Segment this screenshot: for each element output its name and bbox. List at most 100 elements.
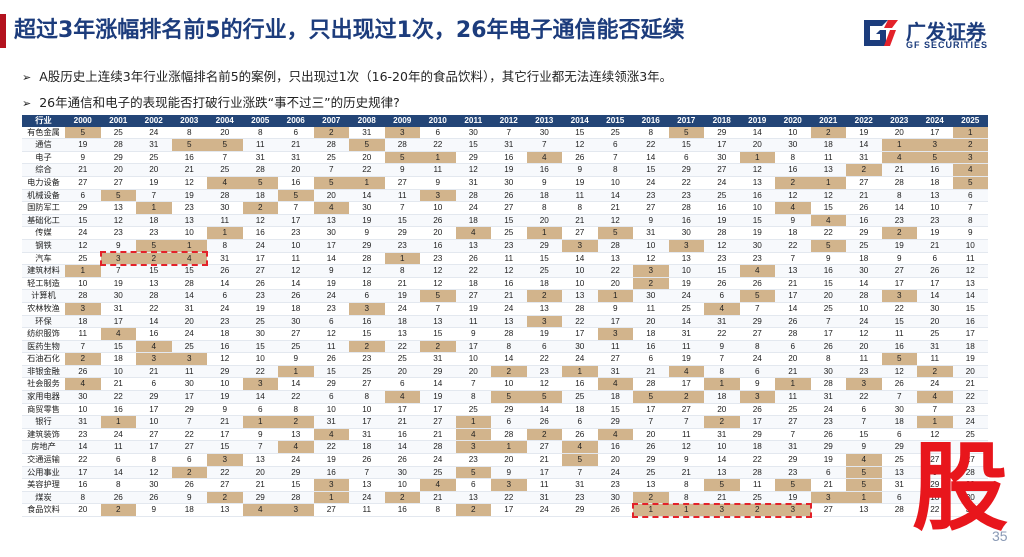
rank-cell: 23 — [526, 365, 562, 379]
rank-cell: 11 — [242, 138, 278, 152]
rank-cell: 23 — [633, 189, 669, 203]
rank-cell: 14 — [597, 189, 633, 203]
rank-cell: 20 — [171, 315, 207, 329]
rank-cell: 29 — [810, 440, 846, 455]
rank-cell: 12 — [597, 214, 633, 228]
rank-cell: 12 — [420, 277, 456, 291]
rank-cell: 3 — [810, 491, 846, 505]
rank-cell: 19 — [562, 176, 598, 190]
rank-cell: 8 — [65, 491, 101, 505]
rank-cell: 2 — [881, 226, 917, 240]
rank-cell: 4 — [562, 440, 598, 455]
rank-cell: 7 — [704, 352, 740, 366]
table-row: 社会服务 4 21 6 30 10 3 14 29 27 6 14 7 10 12 16 4 28 17 1 9 1 28 3… — [22, 377, 988, 392]
rank-cell: 7 — [810, 315, 846, 329]
rank-cell: 28 — [491, 327, 527, 341]
rank-cell: 30 — [952, 491, 988, 505]
table-row: 食品饮料 20 2 9 18 13 4 3 27 11 16 8 2 17 24 29 26 1 1 3 2 3 27 13 2… — [22, 503, 988, 517]
rank-cell: 21 — [491, 289, 527, 303]
rank-cell: 26 — [171, 478, 207, 492]
rank-cell: 3 — [313, 478, 349, 492]
rank-cell: 11 — [100, 440, 136, 455]
rank-cell: 24 — [739, 352, 775, 366]
rank-cell: 9 — [739, 377, 775, 392]
rank-cell: 26 — [562, 428, 598, 442]
rank-cell: 3 — [917, 138, 953, 152]
rank-cell: 1 — [704, 377, 740, 392]
rank-cell: 15 — [100, 340, 136, 354]
rank-cell: 4 — [846, 453, 882, 467]
industry-name-cell: 国防军工 — [22, 201, 65, 215]
rank-cell: 31 — [420, 352, 456, 366]
rank-cell: 27 — [668, 403, 704, 417]
rank-cell: 16 — [739, 189, 775, 203]
rank-cell: 26 — [704, 277, 740, 291]
industry-name-cell: 社会服务 — [22, 377, 65, 392]
rank-cell: 17 — [739, 415, 775, 429]
header-year: 2012 — [491, 115, 527, 127]
rank-cell: 3 — [952, 151, 988, 165]
rank-cell: 10 — [668, 264, 704, 278]
rank-cell: 5 — [313, 176, 349, 190]
rank-cell: 31 — [278, 151, 314, 165]
rank-cell: 11 — [952, 252, 988, 266]
rank-cell: 24 — [846, 315, 882, 329]
rank-cell: 27 — [171, 440, 207, 455]
rank-cell: 29 — [313, 377, 349, 392]
rank-cell: 25 — [597, 126, 633, 140]
rank-cell: 13 — [171, 214, 207, 228]
industry-name-cell: 建筑材料 — [22, 264, 65, 278]
rank-cell: 14 — [242, 390, 278, 404]
rank-cell: 22 — [65, 453, 101, 467]
rank-cell: 31 — [704, 428, 740, 442]
rank-cell: 13 — [136, 277, 172, 291]
rank-cell: 20 — [633, 428, 669, 442]
rank-cell: 21 — [384, 277, 420, 291]
rank-cell: 8 — [420, 503, 456, 517]
rank-cell: 15 — [455, 138, 491, 152]
rank-cell: 10 — [952, 239, 988, 253]
rank-cell: 5 — [562, 453, 598, 467]
rank-cell: 23 — [384, 239, 420, 253]
rank-cell: 17 — [384, 403, 420, 417]
rank-cell: 12 — [65, 239, 101, 253]
rank-cell: 17 — [136, 403, 172, 417]
rank-cell: 3 — [491, 478, 527, 492]
header-year: 2013 — [526, 115, 562, 127]
rank-cell: 26 — [917, 264, 953, 278]
header-year: 2006 — [278, 115, 314, 127]
rank-cell: 2 — [775, 176, 811, 190]
rank-cell: 26 — [278, 289, 314, 303]
rank-cell: 22 — [775, 239, 811, 253]
rank-cell: 19 — [242, 302, 278, 316]
rank-cell: 24 — [562, 352, 598, 366]
rank-cell: 6 — [242, 403, 278, 417]
rank-cell: 10 — [562, 264, 598, 278]
gf-logo-icon — [864, 20, 898, 46]
rank-cell: 4 — [65, 377, 101, 392]
rank-cell: 30 — [562, 340, 598, 354]
rank-cell: 12 — [349, 264, 385, 278]
rank-cell: 22 — [952, 390, 988, 404]
table-row: 环保 18 17 14 20 23 25 30 6 16 18 13 11 13 3 22 17 20 14 31 29… — [22, 315, 988, 329]
rank-cell: 17 — [633, 403, 669, 417]
rank-cell: 10 — [65, 403, 101, 417]
industry-ranking-table: 行业 2000 2001 2002 2003 2004 2005 2006 2007 2008 20… — [22, 115, 988, 517]
rank-cell: 15 — [349, 327, 385, 341]
industry-name-cell: 农林牧渔 — [22, 302, 65, 316]
rank-cell: 29 — [704, 126, 740, 140]
table-row: 基础化工 15 12 18 13 11 12 17 13 19 15 26 18 15 20 21 12 9 16 1… — [22, 214, 988, 228]
rank-cell: 6 — [881, 491, 917, 505]
table-row: 房地产 14 11 17 27 15 7 4 22 18 14 28 3 1 27 4 16 26 12 10 18 31… — [22, 440, 988, 455]
rank-cell: 6 — [562, 415, 598, 429]
rank-cell: 4 — [881, 151, 917, 165]
rank-cell: 11 — [207, 214, 243, 228]
rank-cell: 23 — [136, 226, 172, 240]
rank-cell: 27 — [810, 503, 846, 517]
rank-cell: 28 — [491, 428, 527, 442]
rank-cell: 9 — [136, 503, 172, 517]
rank-cell: 20 — [846, 340, 882, 354]
rank-cell: 29 — [491, 403, 527, 417]
rank-cell: 18 — [526, 189, 562, 203]
rank-cell: 29 — [384, 226, 420, 240]
